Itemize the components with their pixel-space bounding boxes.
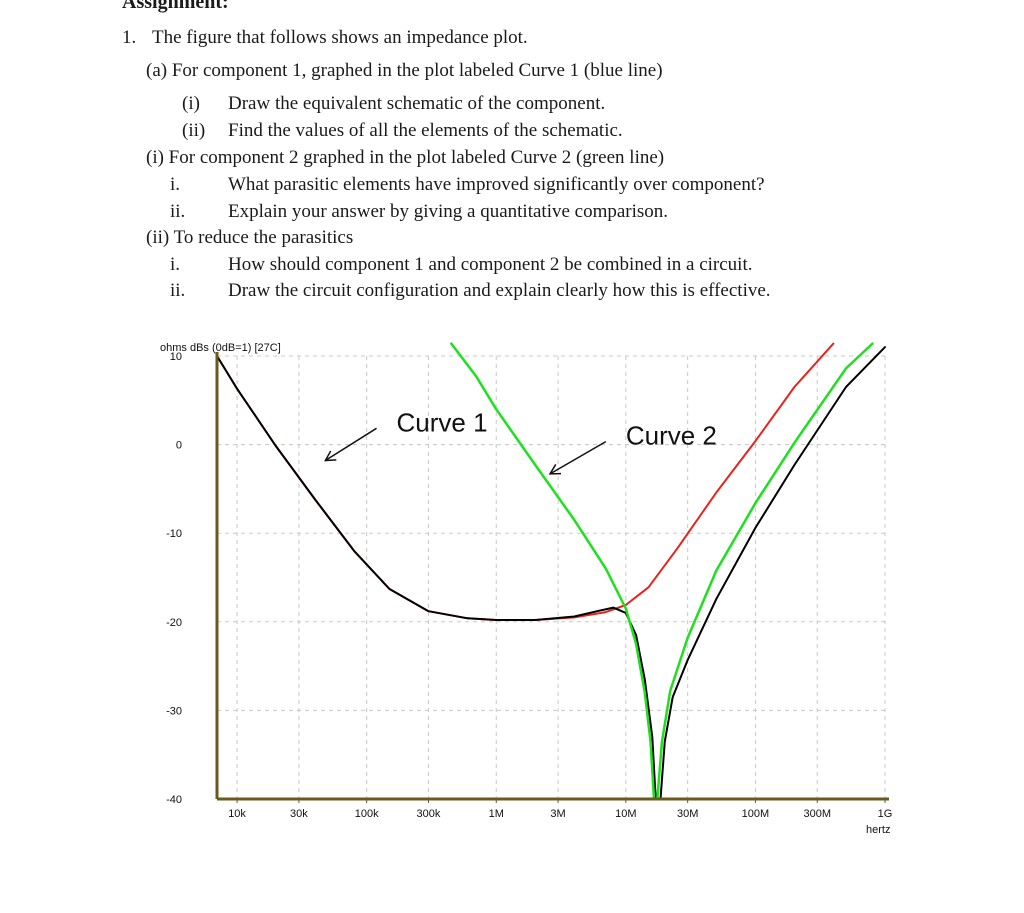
x-tick-label: 1G bbox=[878, 808, 893, 820]
annotation-arrow bbox=[549, 440, 607, 475]
x-tick-label: 300k bbox=[417, 808, 441, 820]
item-text: How should component 1 and component 2 b… bbox=[228, 254, 753, 275]
curve-annotation-label: Curve 1 bbox=[397, 407, 488, 437]
x-tick-label: 30M bbox=[677, 808, 698, 820]
y-tick-label: -10 bbox=[166, 528, 182, 540]
part-a-text: (a) For component 1, graphed in the plot… bbox=[146, 60, 663, 81]
item-text: Find the values of all the elements of t… bbox=[228, 120, 623, 141]
item-marker: i. bbox=[170, 174, 181, 195]
series-line bbox=[450, 342, 874, 800]
document-heading: Assignment: bbox=[122, 0, 229, 13]
part-ii-text: (ii) To reduce the parasitics bbox=[146, 227, 354, 248]
plot-grid bbox=[217, 355, 886, 800]
y-tick-label: 0 bbox=[176, 440, 182, 452]
item-marker: i. bbox=[170, 254, 181, 275]
x-tick-label: 30k bbox=[290, 808, 308, 820]
y-tick-label: -20 bbox=[166, 617, 182, 629]
item-text: Explain your answer by giving a quantita… bbox=[228, 201, 669, 222]
tick-labels: 10k 30k 100k 300k 1M 3M 10M 30M 100M 300M 1G 10 0 -10… bbox=[166, 351, 892, 820]
curve-annotation-label: Curve 2 bbox=[626, 421, 717, 451]
question-number: 1. bbox=[122, 27, 137, 48]
series-line bbox=[217, 346, 886, 800]
plot-axes bbox=[215, 352, 889, 803]
x-axis-label: hertz bbox=[866, 824, 890, 836]
annotation-arrow bbox=[324, 427, 377, 462]
x-tick-label: 100k bbox=[355, 808, 379, 820]
item-marker: ii. bbox=[170, 201, 186, 222]
item-text: Draw the equivalent schematic of the com… bbox=[228, 93, 606, 114]
item-marker: ii. bbox=[170, 280, 186, 301]
y-axis-label: ohms dBs (0dB=1) [27C] bbox=[160, 342, 281, 354]
item-text: Draw the circuit configuration and expla… bbox=[228, 280, 771, 301]
x-tick-label: 10M bbox=[615, 808, 636, 820]
x-tick-label: 100M bbox=[742, 808, 770, 820]
y-tick-label: 10 bbox=[170, 351, 182, 363]
annotation-arrowhead bbox=[324, 450, 337, 462]
item-text: What parasitic elements have improved si… bbox=[228, 174, 765, 195]
series-layer bbox=[217, 342, 886, 800]
item-marker: (ii) bbox=[182, 120, 206, 141]
question-text: The figure that follows shows an impedan… bbox=[152, 27, 528, 48]
annotations: Curve 1 Curve 2 bbox=[324, 407, 717, 475]
x-tick-label: 1M bbox=[489, 808, 504, 820]
part-i-text: (i) For component 2 graphed in the plot … bbox=[146, 147, 665, 168]
y-tick-label: -30 bbox=[166, 705, 182, 717]
item-marker: (i) bbox=[182, 93, 200, 114]
y-tick-label: -40 bbox=[166, 794, 182, 806]
x-tick-label: 3M bbox=[550, 808, 565, 820]
series-line bbox=[217, 342, 835, 621]
x-tick-label: 300M bbox=[803, 808, 831, 820]
x-tick-label: 10k bbox=[228, 808, 246, 820]
annotation-arrowhead bbox=[548, 464, 562, 475]
